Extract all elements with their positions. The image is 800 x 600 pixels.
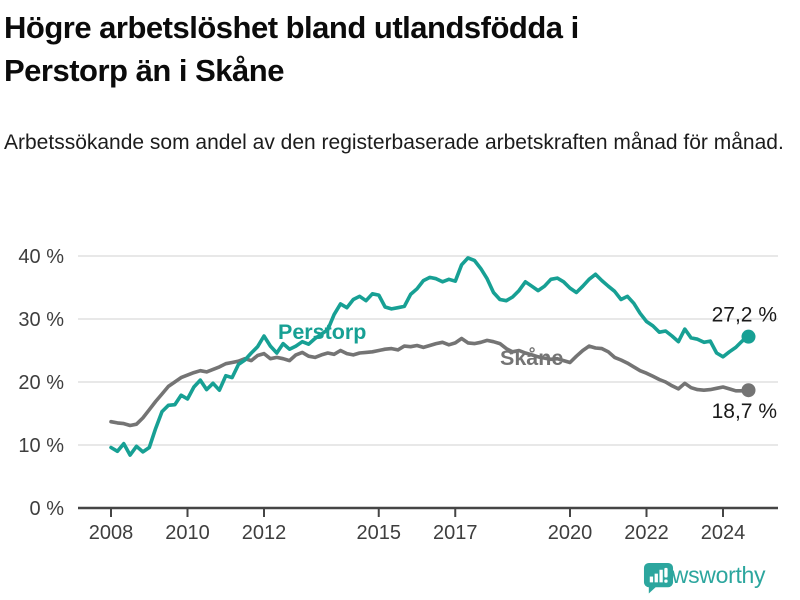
series-end-value-skåne: 18,7 %	[712, 400, 777, 423]
x-tick-label: 2015	[357, 522, 402, 544]
bar-chart-bubble-icon	[643, 562, 674, 594]
x-tick-label: 2010	[165, 522, 210, 544]
y-tick-label: 10 %	[18, 435, 64, 457]
series-end-dot-perstorp	[741, 329, 756, 344]
title-line-1: Högre arbetslöshet bland utlandsfödda i	[4, 10, 579, 45]
x-tick-label: 2022	[624, 522, 669, 544]
page-title: Högre arbetslöshet bland utlandsfödda i …	[4, 6, 784, 92]
series-line-perstorp	[109, 256, 751, 457]
y-tick-label: 0 %	[30, 498, 65, 520]
x-tick-label: 2017	[433, 522, 478, 544]
series-end-value-perstorp: 27,2 %	[712, 304, 777, 327]
x-tick-label: 2024	[701, 522, 746, 544]
newsworthy-logo: Newsworthy	[643, 562, 766, 594]
title-line-2: Perstorp än i Skåne	[4, 53, 284, 88]
series-end-dot-skåne	[741, 383, 756, 398]
x-tick-label: 2012	[242, 522, 287, 544]
series-label-perstorp: Perstorp	[278, 320, 366, 344]
y-tick-label: 30 %	[18, 309, 64, 331]
series-line-skåne	[109, 336, 751, 428]
x-tick-label: 2020	[548, 522, 593, 544]
y-tick-label: 20 %	[18, 372, 64, 394]
x-tick-label: 2008	[89, 522, 134, 544]
y-tick-label: 40 %	[18, 246, 64, 268]
series-label-skåne: Skåne	[500, 346, 563, 370]
chart-subtitle: Arbetssökande som andel av den registerb…	[4, 131, 784, 154]
